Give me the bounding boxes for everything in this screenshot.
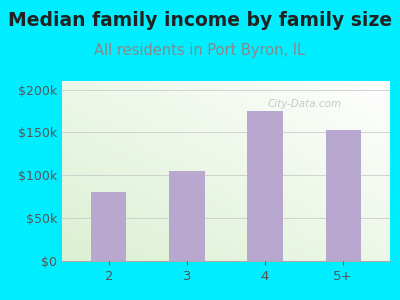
Bar	[91, 192, 126, 261]
Text: City-Data.com: City-Data.com	[268, 99, 342, 110]
Bar	[248, 111, 283, 261]
Text: Median family income by family size: Median family income by family size	[8, 11, 392, 29]
Bar	[326, 130, 361, 261]
Text: All residents in Port Byron, IL: All residents in Port Byron, IL	[94, 44, 306, 59]
Bar	[169, 171, 204, 261]
